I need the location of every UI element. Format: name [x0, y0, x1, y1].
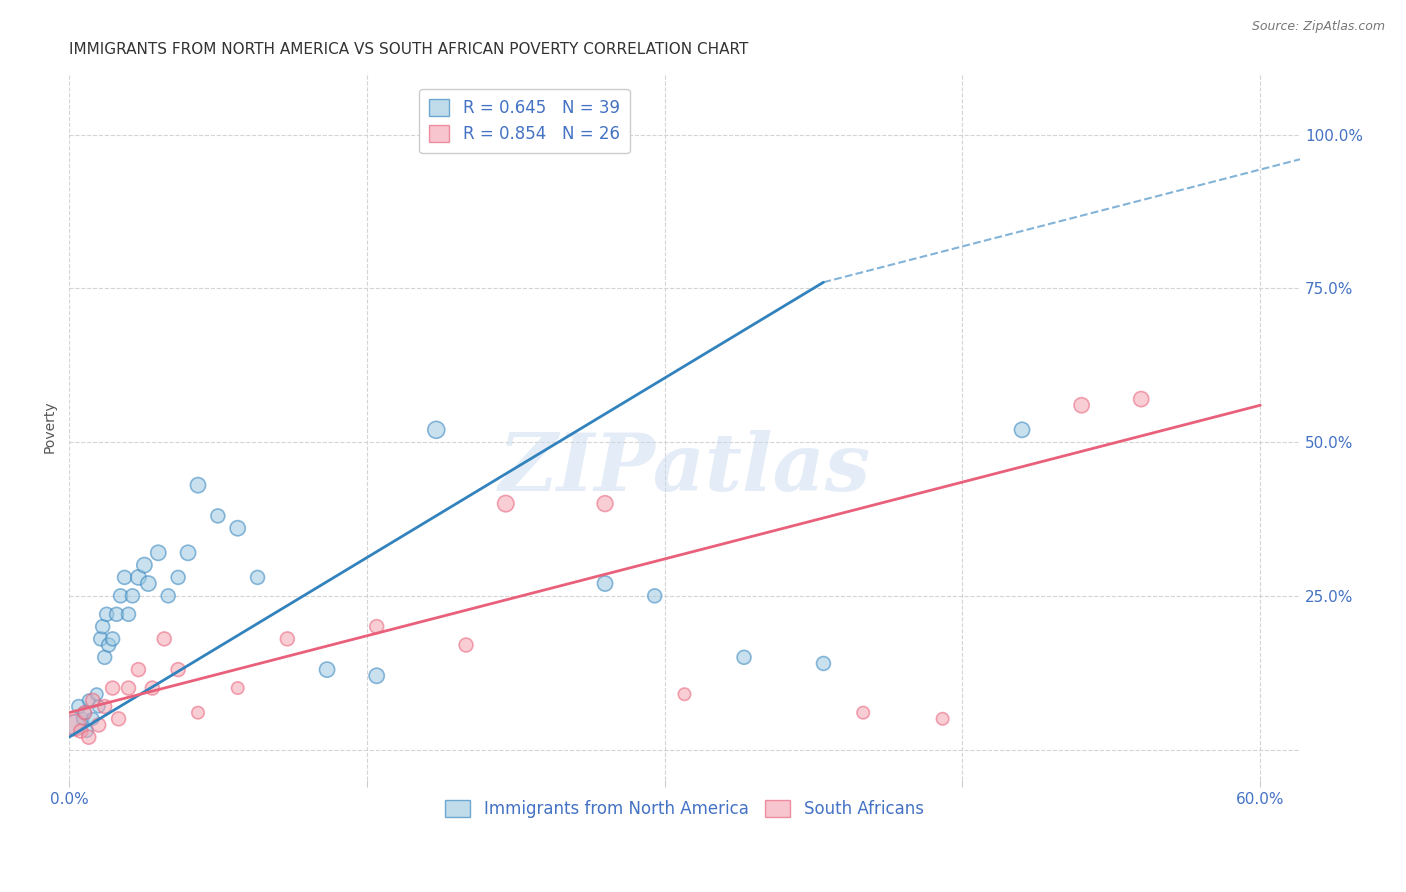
Point — [67, 699, 90, 714]
Point — [148, 546, 170, 560]
Point — [87, 699, 110, 714]
Point — [105, 607, 128, 622]
Point — [107, 712, 129, 726]
Point — [593, 576, 616, 591]
Point — [96, 607, 118, 622]
Point — [673, 687, 696, 701]
Point — [121, 589, 143, 603]
Text: IMMIGRANTS FROM NORTH AMERICA VS SOUTH AFRICAN POVERTY CORRELATION CHART: IMMIGRANTS FROM NORTH AMERICA VS SOUTH A… — [69, 42, 748, 57]
Point — [187, 706, 209, 720]
Point — [167, 570, 190, 584]
Text: ZIPatlas: ZIPatlas — [498, 431, 870, 508]
Point — [73, 706, 96, 720]
Point — [153, 632, 176, 646]
Point — [110, 589, 132, 603]
Point — [76, 724, 98, 739]
Point — [127, 663, 149, 677]
Point — [167, 663, 190, 677]
Point — [366, 669, 388, 683]
Point — [177, 546, 200, 560]
Point — [77, 693, 100, 707]
Point — [813, 657, 835, 671]
Point — [90, 632, 112, 646]
Point — [207, 508, 229, 523]
Point — [117, 607, 139, 622]
Point — [101, 632, 124, 646]
Point — [91, 619, 114, 633]
Point — [1070, 398, 1092, 412]
Point — [1011, 423, 1033, 437]
Point — [1130, 392, 1153, 406]
Text: Source: ZipAtlas.com: Source: ZipAtlas.com — [1251, 20, 1385, 33]
Point — [276, 632, 298, 646]
Point — [69, 724, 91, 739]
Point — [73, 706, 96, 720]
Point — [117, 681, 139, 695]
Point — [77, 731, 100, 745]
Point — [114, 570, 136, 584]
Point — [425, 423, 447, 437]
Point — [82, 693, 104, 707]
Point — [246, 570, 269, 584]
Point — [82, 712, 104, 726]
Point — [644, 589, 666, 603]
Point — [157, 589, 180, 603]
Point — [127, 570, 149, 584]
Point — [316, 663, 339, 677]
Point — [226, 521, 249, 535]
Point — [454, 638, 477, 652]
Point — [733, 650, 755, 665]
Point — [63, 718, 86, 732]
Point — [931, 712, 953, 726]
Point — [63, 718, 86, 732]
Point — [366, 619, 388, 633]
Point — [93, 650, 115, 665]
Point — [93, 699, 115, 714]
Point — [87, 718, 110, 732]
Point — [72, 712, 94, 726]
Point — [226, 681, 249, 695]
Point — [187, 478, 209, 492]
Point — [86, 687, 108, 701]
Point — [138, 576, 160, 591]
Point — [141, 681, 163, 695]
Point — [134, 558, 156, 573]
Point — [852, 706, 875, 720]
Point — [101, 681, 124, 695]
Y-axis label: Poverty: Poverty — [44, 401, 58, 453]
Legend: Immigrants from North America, South Africans: Immigrants from North America, South Afr… — [439, 794, 931, 825]
Point — [495, 497, 517, 511]
Point — [593, 497, 616, 511]
Point — [97, 638, 120, 652]
